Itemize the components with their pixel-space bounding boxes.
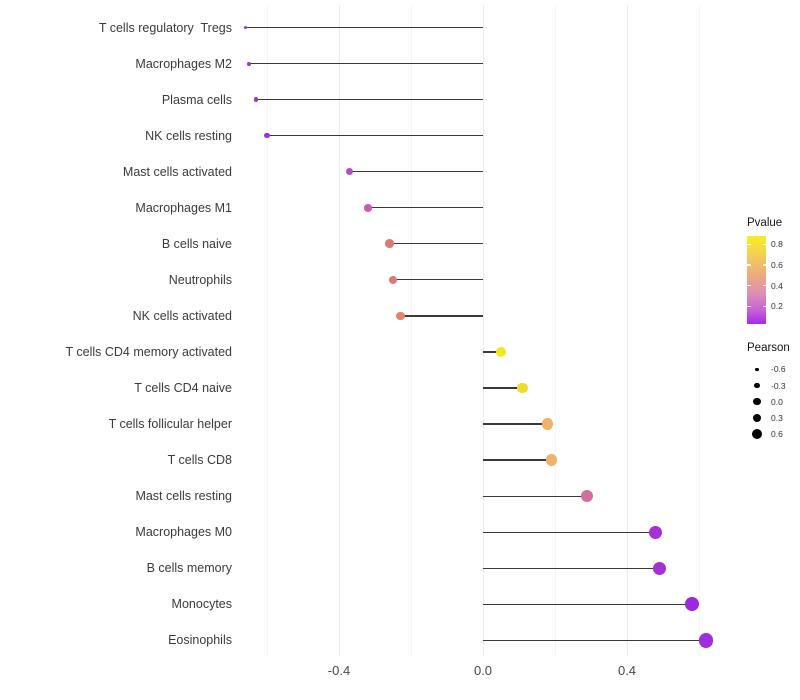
pvalue-gradient-tick (762, 284, 766, 287)
lollipop-stem (245, 26, 483, 29)
lollipop-dot (542, 418, 554, 430)
lollipop-stem (349, 171, 483, 173)
y-axis-label: Mast cells resting (135, 489, 232, 504)
pearson-legend-tick-label: -0.3 (771, 380, 786, 391)
gridline-minor (699, 5, 700, 656)
lollipop-stem (483, 495, 588, 497)
gridline-major (627, 5, 628, 656)
y-axis-label: Macrophages M0 (135, 525, 232, 540)
pearson-legend-dot (754, 382, 760, 389)
lollipop-dot (652, 561, 666, 575)
x-axis-tick-label: 0.4 (617, 663, 637, 678)
lollipop-stem (367, 207, 483, 209)
gridline-minor (267, 5, 268, 656)
lollipop-stem (267, 135, 483, 137)
pearson-legend-dot (752, 429, 762, 440)
y-axis-label: T cells CD4 naive (134, 381, 232, 395)
lollipop-dot (545, 454, 558, 466)
lollipop-dot (346, 168, 354, 176)
y-axis-label: Macrophages M1 (135, 200, 232, 215)
lollipop-dot (395, 311, 405, 321)
lollipop-dot (264, 133, 270, 139)
pearson-legend-dot (753, 398, 761, 406)
pearson-legend-tick-label: -0.6 (771, 364, 786, 375)
lollipop-dot (649, 525, 663, 539)
pvalue-gradient-bar (747, 236, 766, 324)
y-axis-label: T cells CD4 memory activated (65, 344, 233, 359)
y-axis-label: NK cells resting (145, 128, 232, 143)
lollipop-stem (483, 531, 656, 533)
pearson-legend-tick-label: 0.0 (771, 396, 783, 407)
lollipop-dot (581, 490, 594, 503)
lollipop-stem (249, 62, 483, 65)
lollipop-stem (483, 603, 692, 605)
pvalue-legend-tick-label: 0.2 (771, 301, 783, 312)
y-axis-label: T cells follicular helper (108, 417, 232, 432)
pvalue-gradient-tick (747, 305, 751, 308)
y-axis-label: Eosinophils (168, 633, 232, 648)
pvalue-legend-tick-label: 0.4 (771, 280, 783, 291)
pvalue-gradient-tick (747, 243, 751, 246)
gridline-major (339, 5, 340, 656)
lollipop-dot (364, 203, 372, 212)
pearson-legend-tick-label: 0.3 (771, 413, 783, 424)
y-axis-label: Monocytes (171, 597, 232, 612)
pvalue-gradient-tick (747, 284, 751, 287)
gridline-minor (411, 5, 412, 656)
y-axis-label: B cells memory (146, 561, 232, 576)
gridline-minor (555, 5, 556, 656)
y-axis-label: T cells regulatory Tregs (98, 20, 232, 35)
y-axis-label: T cells CD8 (167, 453, 232, 468)
lollipop-dot (388, 275, 398, 285)
pearson-legend-tick-label: 0.6 (771, 429, 783, 440)
pvalue-legend-tick-label: 0.8 (771, 239, 783, 250)
pvalue-legend-title: Pvalue (747, 217, 783, 229)
pearson-legend-dot (752, 413, 762, 423)
lollipop-stem (483, 639, 707, 641)
y-axis-label: B cells naive (161, 236, 232, 251)
lollipop-stem (393, 279, 483, 281)
lollipop-dot (684, 597, 699, 612)
lollipop-stem (483, 459, 552, 461)
pvalue-legend-tick-label: 0.6 (771, 260, 783, 270)
y-axis-label: Plasma cells (161, 92, 232, 107)
pvalue-gradient-tick (762, 264, 766, 266)
gridline-major (483, 5, 484, 656)
lollipop-stem (483, 387, 523, 389)
pearson-legend-title: Pearson (747, 342, 790, 354)
lollipop-stem (256, 98, 483, 101)
lollipop-dot (243, 25, 248, 30)
x-axis-tick-label: -0.4 (327, 663, 351, 678)
pearson-legend-dot (755, 367, 759, 372)
lollipop-stem (483, 423, 548, 425)
lollipop-dot (385, 239, 394, 249)
lollipop-dot (698, 633, 714, 648)
lollipop-stem (483, 351, 501, 353)
lollipop-stem (483, 567, 660, 569)
lollipop-dot (517, 382, 528, 394)
pvalue-gradient-tick (762, 305, 766, 308)
y-axis-label: NK cells activated (132, 308, 232, 323)
pvalue-gradient-tick (762, 243, 766, 246)
lollipop-dot (254, 97, 259, 102)
y-axis-label: Mast cells activated (122, 164, 232, 179)
y-axis-label: Neutrophils (168, 272, 232, 287)
y-axis-label: Macrophages M2 (135, 56, 232, 71)
lollipop-dot (247, 61, 251, 66)
pvalue-gradient-tick (747, 264, 751, 266)
lollipop-stem (389, 243, 483, 245)
lollipop-stem (400, 315, 483, 317)
lollipop-dot (496, 346, 506, 357)
x-axis-tick-label: 0.0 (473, 663, 493, 678)
